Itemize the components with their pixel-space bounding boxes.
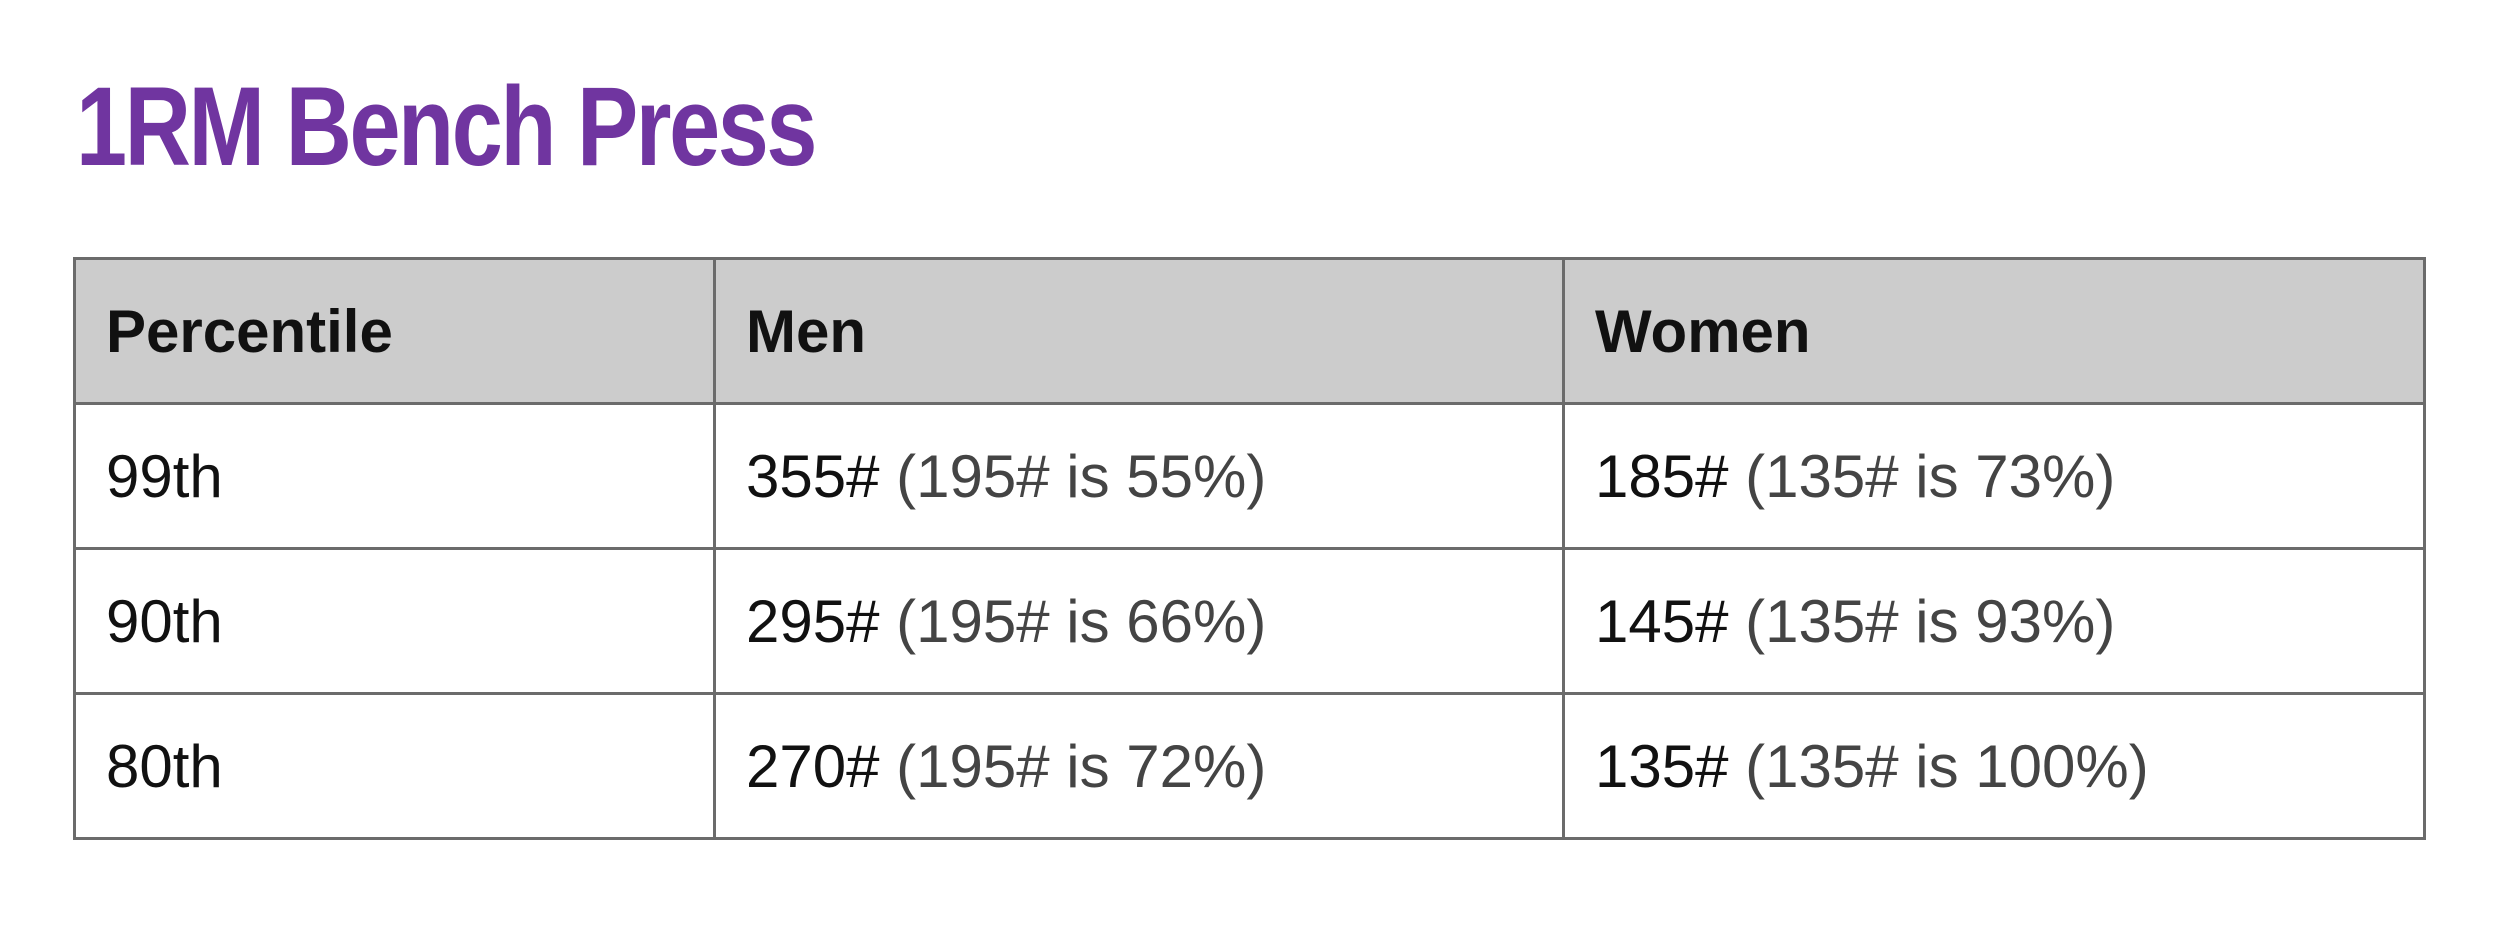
women-cell: 135# (135# is 100%) — [1562, 692, 2426, 840]
page-title: 1RM Bench Press — [76, 64, 817, 189]
table-row: 90th 295# (195# is 66%) 145# (135# is 93%) — [73, 547, 2426, 695]
percentile-table: Percentile Men Women 99th 355# (195# is 55%… — [73, 257, 2426, 840]
weight-note: (135# is 93%) — [1745, 587, 2116, 655]
men-cell: 355# (195# is 55%) — [713, 402, 1565, 550]
percentile-cell: 80th — [73, 692, 716, 840]
men-cell: 270# (195# is 72%) — [713, 692, 1565, 840]
weight: 145# — [1595, 587, 1729, 655]
column-header: Percentile — [73, 257, 716, 405]
table-row: 99th 355# (195# is 55%) 185# (135# is 73%) — [73, 402, 2426, 550]
weight: 355# — [746, 442, 880, 510]
women-cell: 145# (135# is 93%) — [1562, 547, 2426, 695]
percentile-cell: 99th — [73, 402, 716, 550]
column-header: Men — [713, 257, 1565, 405]
weight-note: (195# is 66%) — [896, 587, 1267, 655]
women-cell: 185# (135# is 73%) — [1562, 402, 2426, 550]
weight: 135# — [1595, 732, 1729, 800]
table-row: 80th 270# (195# is 72%) 135# (135# is 100%… — [73, 692, 2426, 840]
weight-note: (195# is 55%) — [896, 442, 1267, 510]
weight: 295# — [746, 587, 880, 655]
table-body: 99th 355# (195# is 55%) 185# (135# is 73%)… — [73, 402, 2426, 840]
weight: 270# — [746, 732, 880, 800]
header-row: Percentile Men Women — [73, 257, 2426, 405]
percentile-cell: 90th — [73, 547, 716, 695]
weight-note: (135# is 100%) — [1745, 732, 2149, 800]
weight-note: (195# is 72%) — [896, 732, 1267, 800]
weight-note: (135# is 73%) — [1745, 442, 2116, 510]
weight: 185# — [1595, 442, 1729, 510]
column-header: Women — [1562, 257, 2426, 405]
men-cell: 295# (195# is 66%) — [713, 547, 1565, 695]
